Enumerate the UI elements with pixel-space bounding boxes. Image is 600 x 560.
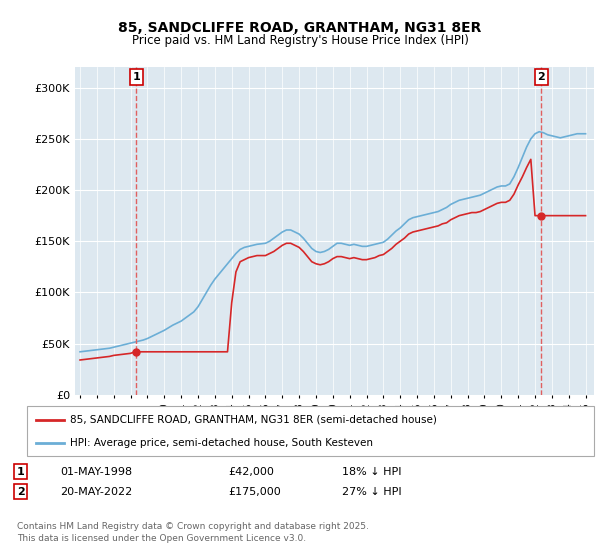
Text: 18% ↓ HPI: 18% ↓ HPI [342, 466, 401, 477]
Text: 1: 1 [132, 72, 140, 82]
Text: This data is licensed under the Open Government Licence v3.0.: This data is licensed under the Open Gov… [17, 534, 306, 543]
Text: £42,000: £42,000 [228, 466, 274, 477]
Text: 27% ↓ HPI: 27% ↓ HPI [342, 487, 401, 497]
Text: HPI: Average price, semi-detached house, South Kesteven: HPI: Average price, semi-detached house,… [70, 438, 373, 448]
Text: 1: 1 [17, 466, 25, 477]
Text: 2: 2 [17, 487, 25, 497]
Text: Price paid vs. HM Land Registry's House Price Index (HPI): Price paid vs. HM Land Registry's House … [131, 34, 469, 46]
Text: 85, SANDCLIFFE ROAD, GRANTHAM, NG31 8ER (semi-detached house): 85, SANDCLIFFE ROAD, GRANTHAM, NG31 8ER … [70, 414, 436, 424]
Text: Contains HM Land Registry data © Crown copyright and database right 2025.: Contains HM Land Registry data © Crown c… [17, 522, 368, 531]
Text: 20-MAY-2022: 20-MAY-2022 [60, 487, 132, 497]
Text: £175,000: £175,000 [228, 487, 281, 497]
Text: 85, SANDCLIFFE ROAD, GRANTHAM, NG31 8ER: 85, SANDCLIFFE ROAD, GRANTHAM, NG31 8ER [118, 21, 482, 35]
Text: 2: 2 [538, 72, 545, 82]
Text: 01-MAY-1998: 01-MAY-1998 [60, 466, 132, 477]
FancyBboxPatch shape [27, 406, 594, 456]
